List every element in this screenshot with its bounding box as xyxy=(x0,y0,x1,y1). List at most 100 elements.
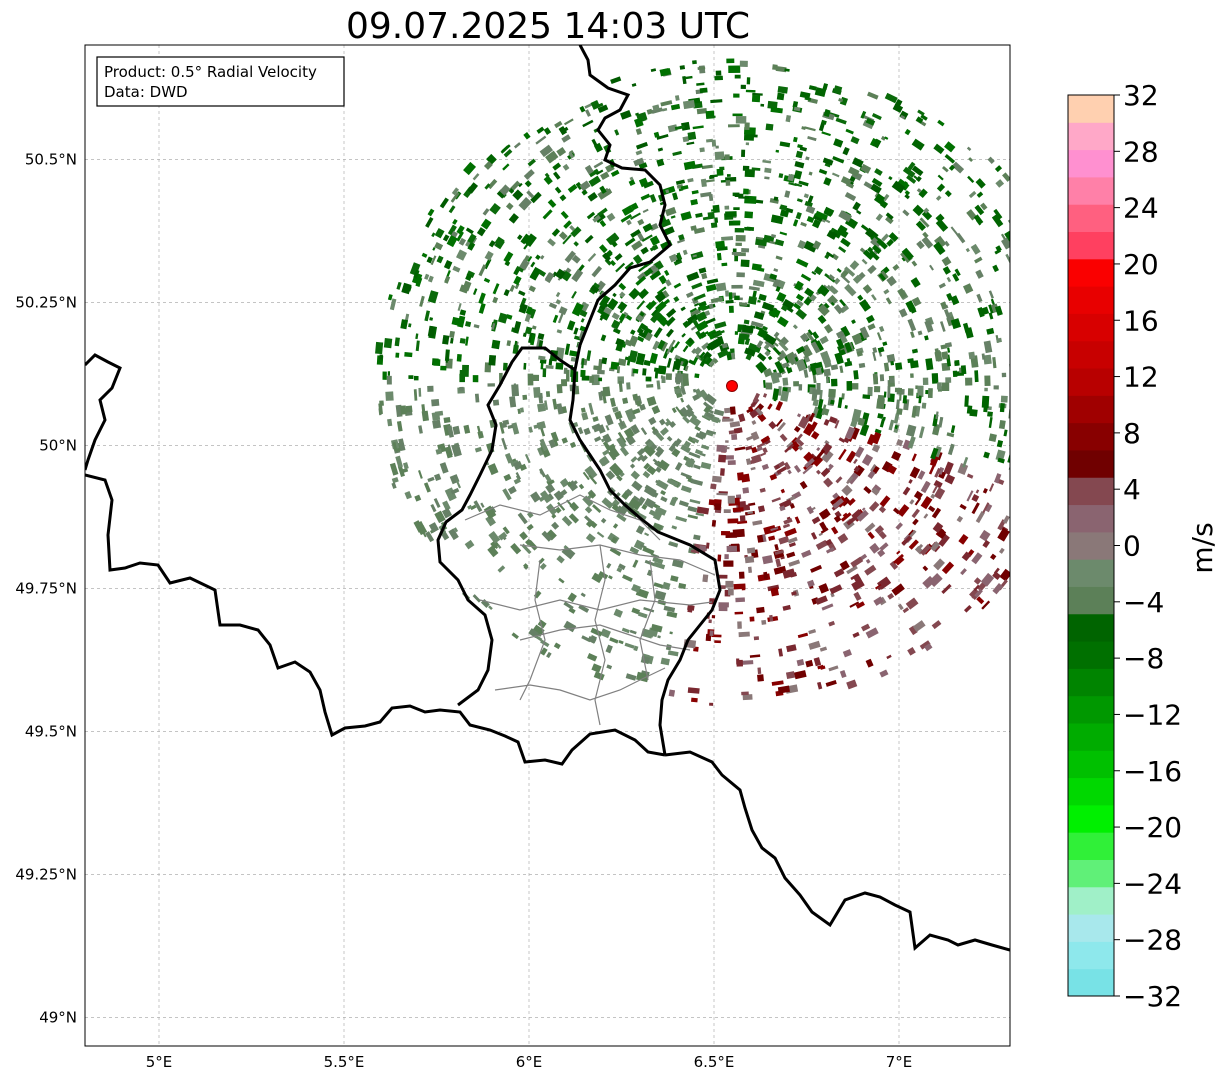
echo-patch xyxy=(819,521,828,531)
echo-patch xyxy=(779,433,788,442)
echo-patch xyxy=(829,285,839,294)
country-border-germany-france-south[interactable] xyxy=(664,750,1010,952)
echo-patch xyxy=(593,161,604,169)
echo-patch xyxy=(814,87,827,98)
country-border-france-belgium[interactable] xyxy=(85,473,666,766)
echo-patch xyxy=(1043,366,1046,370)
echo-patch xyxy=(846,515,858,526)
echo-patch xyxy=(793,425,801,433)
echo-patch xyxy=(746,77,751,85)
colorbar-swatch xyxy=(1068,586,1114,615)
echo-patch xyxy=(905,597,919,610)
echo-patch xyxy=(487,545,499,558)
echo-patch xyxy=(695,212,703,218)
echo-patch xyxy=(752,290,757,298)
echo-patch xyxy=(811,331,820,340)
echo-patch xyxy=(700,356,705,361)
echo-patch xyxy=(692,125,704,130)
echo-patch xyxy=(1026,435,1033,448)
echo-patch xyxy=(886,464,897,475)
echo-patch xyxy=(674,341,681,349)
echo-patch xyxy=(743,134,755,141)
echo-patch xyxy=(718,491,728,494)
echo-patch xyxy=(840,237,851,248)
echo-patch xyxy=(472,173,480,181)
echo-patch xyxy=(449,330,455,339)
echo-patch xyxy=(877,413,884,419)
echo-patch xyxy=(838,246,847,253)
colorbar-swatch xyxy=(1068,886,1114,915)
echo-patch xyxy=(609,462,624,477)
echo-patch xyxy=(846,679,858,690)
echo-patch xyxy=(427,290,439,304)
echo-patch xyxy=(467,242,476,251)
echo-patch xyxy=(545,150,559,164)
echo-patch xyxy=(512,344,519,355)
echo-patch xyxy=(708,303,714,310)
echo-patch xyxy=(803,369,809,378)
echo-patch xyxy=(736,658,740,665)
echo-patch xyxy=(833,568,845,578)
radar-site-marker[interactable] xyxy=(726,380,738,392)
echo-patch xyxy=(716,492,728,496)
echo-patch xyxy=(764,350,771,357)
echo-patch xyxy=(858,362,866,369)
echo-patch xyxy=(871,177,883,188)
echo-patch xyxy=(988,312,994,320)
echo-patch xyxy=(817,681,823,690)
echo-patch xyxy=(566,499,575,509)
echo-patch xyxy=(524,313,532,323)
echo-patch xyxy=(1017,500,1024,508)
echo-patch xyxy=(984,387,988,392)
echo-patch xyxy=(543,127,552,135)
echo-patch xyxy=(614,253,623,261)
echo-patch xyxy=(902,166,916,178)
echo-patch xyxy=(569,225,576,232)
echo-patch xyxy=(674,125,685,131)
echo-patch xyxy=(902,486,911,496)
colorbar-swatch xyxy=(1068,641,1114,669)
colorbar-swatch xyxy=(1068,422,1114,451)
echo-patch xyxy=(660,341,668,352)
echo-patch xyxy=(911,165,924,177)
echo-patch xyxy=(960,365,967,375)
country-border-belgium-west[interactable] xyxy=(85,353,122,471)
echo-patch xyxy=(601,392,607,404)
echo-patch xyxy=(418,387,422,397)
echo-patch xyxy=(644,484,657,495)
echo-patch xyxy=(687,131,697,141)
echo-patch xyxy=(865,117,876,126)
echo-patch xyxy=(631,607,641,615)
country-border-germany-east[interactable] xyxy=(573,45,672,371)
echo-patch xyxy=(1013,540,1023,549)
echo-patch xyxy=(912,204,925,217)
echo-patch xyxy=(528,426,533,433)
echo-patch xyxy=(653,131,660,138)
lon-tick-label: 6°E xyxy=(516,1053,543,1071)
echo-patch xyxy=(520,407,525,413)
map-panel[interactable]: Product: 0.5° Radial Velocity Data: DWD … xyxy=(15,44,1089,1071)
echo-patch xyxy=(1031,321,1040,333)
echo-patch xyxy=(690,308,702,317)
echo-patch xyxy=(413,269,420,279)
echo-patch xyxy=(812,456,824,467)
echo-patch xyxy=(911,138,925,151)
echo-patch xyxy=(652,556,664,565)
echo-patch xyxy=(703,317,716,325)
echo-patch xyxy=(750,320,764,328)
echo-patch xyxy=(856,509,869,522)
echo-patch xyxy=(846,476,854,485)
echo-patch xyxy=(915,176,922,182)
echo-patch xyxy=(755,361,768,374)
echo-patch xyxy=(699,359,707,367)
country-border-luxembourg[interactable] xyxy=(436,346,722,756)
echo-patch xyxy=(553,490,564,501)
echo-patch xyxy=(1031,367,1037,372)
echo-patch xyxy=(817,289,822,295)
echo-patch xyxy=(856,210,862,215)
echo-patch xyxy=(602,252,611,262)
echo-patch xyxy=(835,476,843,484)
echo-patch xyxy=(1013,328,1018,336)
echo-patch xyxy=(920,480,931,494)
